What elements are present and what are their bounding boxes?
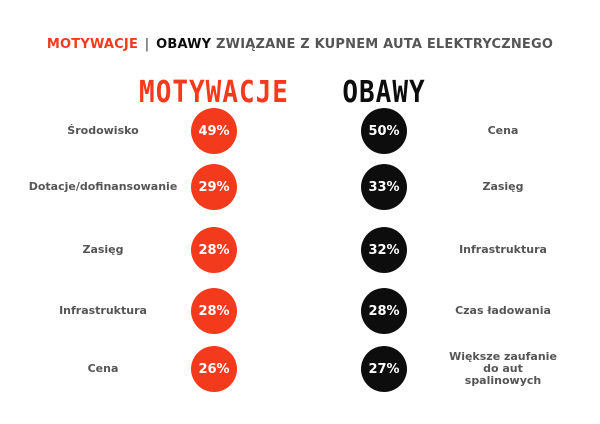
title-obawy: OBAWY	[156, 37, 212, 52]
header-obawy: OBAWY	[342, 75, 426, 111]
obawy-label-line: Infrastruktura	[459, 243, 547, 256]
motywacje-label: Zasięg	[82, 243, 124, 256]
obawy-label-line: Czas ładowania	[455, 304, 551, 317]
motywacje-label: Środowisko	[67, 124, 139, 137]
obawy-label: Cena	[418, 125, 588, 137]
motywacje-value-circle: 26%	[191, 346, 237, 392]
motywacje-value-circle: 28%	[191, 227, 237, 273]
obawy-label: Zasięg	[418, 181, 588, 193]
motywacje-label: Dotacje/dofinansowanie	[28, 180, 178, 193]
obawy-label: Infrastruktura	[418, 244, 588, 256]
obawy-value-circle: 50%	[361, 108, 407, 154]
obawy-value-circle: 27%	[361, 346, 407, 392]
motywacje-label: Cena	[87, 362, 119, 375]
title-subject: ZWIĄZANE Z KUPNEM AUTA ELEKTRYCZNEGO	[216, 37, 554, 52]
motywacje-label: Infrastruktura	[59, 304, 147, 317]
motywacje-value-circle: 29%	[191, 164, 237, 210]
obawy-label-line: do aut	[483, 362, 523, 375]
obawy-label-line: Zasięg	[482, 180, 524, 193]
obawy-label: Większe zaufanie do aut spalinowych	[418, 351, 588, 387]
obawy-label-line: Większe zaufanie	[449, 350, 557, 363]
title-motywacje: MOTYWACJE	[46, 37, 139, 52]
obawy-value-circle: 32%	[361, 227, 407, 273]
obawy-label-line: Cena	[487, 124, 519, 137]
motywacje-value-circle: 28%	[191, 288, 237, 334]
title-separator: |	[144, 37, 150, 52]
motywacje-value-circle: 49%	[191, 108, 237, 154]
obawy-label-line: spalinowych	[464, 374, 542, 387]
page-title: MOTYWACJE | OBAWY ZWIĄZANE Z KUPNEM AUTA…	[0, 37, 600, 52]
header-motywacje: MOTYWACJE	[139, 75, 289, 111]
obawy-label: Czas ładowania	[418, 305, 588, 317]
obawy-value-circle: 33%	[361, 164, 407, 210]
obawy-value-circle: 28%	[361, 288, 407, 334]
